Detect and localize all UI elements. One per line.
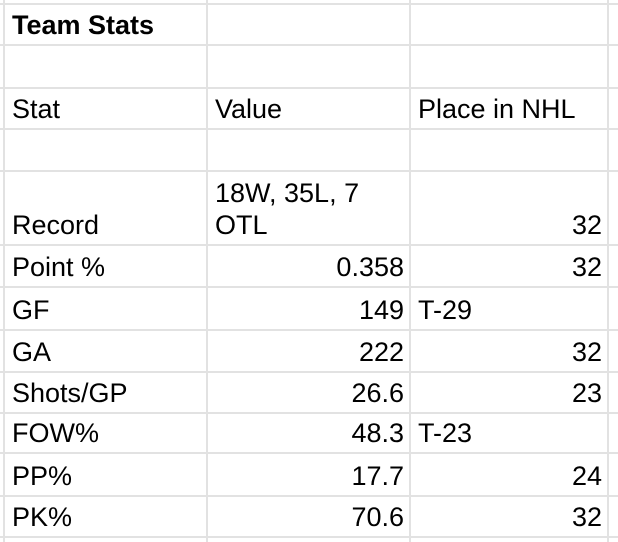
cell-fow-pct-stat[interactable]: FOW% (5, 414, 208, 454)
partial-cell (411, 538, 609, 542)
cell-pk-pct-place[interactable]: 32 (411, 497, 609, 538)
cell-ga-value[interactable]: 222 (208, 331, 411, 373)
partial-cell (0, 130, 5, 172)
empty-cell[interactable] (411, 46, 609, 89)
partial-cell (0, 246, 5, 288)
cell-record-place[interactable]: 32 (411, 172, 609, 246)
table-row-ga: GA 222 32 (0, 331, 618, 373)
cell-gf-stat[interactable]: GF (5, 288, 208, 331)
partial-cell (208, 0, 411, 5)
title-row: Team Stats (0, 5, 618, 46)
partial-cell (5, 538, 208, 542)
cell-ga-place[interactable]: 32 (411, 331, 609, 373)
partial-cell (411, 0, 609, 5)
partial-cell (609, 172, 618, 246)
header-value-cell[interactable]: Value (208, 89, 411, 130)
partial-cell (609, 0, 618, 5)
cell-pp-pct-place[interactable]: 24 (411, 454, 609, 497)
cell-shots-gp-place[interactable]: 23 (411, 373, 609, 414)
partial-cell (609, 5, 618, 46)
cell-point-pct-value[interactable]: 0.358 (208, 246, 411, 288)
partial-cell (0, 288, 5, 331)
table-row-fow-pct: FOW% 48.3 T-23 (0, 414, 618, 454)
partial-cell (609, 538, 618, 542)
partial-cell (609, 89, 618, 130)
table-row-record: Record 18W, 35L, 7 OTL 32 (0, 172, 618, 246)
empty-cell[interactable] (208, 130, 411, 172)
partial-cell (0, 5, 5, 46)
partial-cell (0, 46, 5, 89)
empty-cell[interactable] (208, 5, 411, 46)
partial-cell (5, 0, 208, 5)
header-row: Stat Value Place in NHL (0, 89, 618, 130)
cell-shots-gp-stat[interactable]: Shots/GP (5, 373, 208, 414)
partial-cell (609, 497, 618, 538)
empty-cell[interactable] (208, 46, 411, 89)
empty-cell[interactable] (5, 130, 208, 172)
empty-row (0, 46, 618, 89)
cell-shots-gp-value[interactable]: 26.6 (208, 373, 411, 414)
header-place-cell[interactable]: Place in NHL (411, 89, 609, 130)
cell-point-pct-place[interactable]: 32 (411, 246, 609, 288)
partial-cell (609, 288, 618, 331)
empty-cell[interactable] (5, 46, 208, 89)
record-value-text: 18W, 35L, 7 OTL (215, 178, 360, 240)
partial-cell (609, 373, 618, 414)
partial-cell (0, 172, 5, 246)
partial-cell (609, 454, 618, 497)
partial-cell (0, 373, 5, 414)
partial-cell (609, 414, 618, 454)
cell-ga-stat[interactable]: GA (5, 331, 208, 373)
partial-cell (0, 0, 5, 5)
cell-fow-pct-place[interactable]: T-23 (411, 414, 609, 454)
table-row-point-pct: Point % 0.358 32 (0, 246, 618, 288)
partial-cell (0, 497, 5, 538)
cell-pp-pct-value[interactable]: 17.7 (208, 454, 411, 497)
partial-cell (0, 89, 5, 130)
partial-cell (0, 331, 5, 373)
partial-cell (0, 454, 5, 497)
cell-fow-pct-value[interactable]: 48.3 (208, 414, 411, 454)
partial-row-top (0, 0, 618, 5)
cell-record-value[interactable]: 18W, 35L, 7 OTL (208, 172, 411, 246)
partial-cell (609, 130, 618, 172)
partial-cell (609, 331, 618, 373)
cell-pk-pct-stat[interactable]: PK% (5, 497, 208, 538)
cell-gf-value[interactable]: 149 (208, 288, 411, 331)
partial-cell (208, 538, 411, 542)
partial-cell (609, 246, 618, 288)
cell-pp-pct-stat[interactable]: PP% (5, 454, 208, 497)
table-row-pp-pct: PP% 17.7 24 (0, 454, 618, 497)
table-row-pk-pct: PK% 70.6 32 (0, 497, 618, 538)
cell-pk-pct-value[interactable]: 70.6 (208, 497, 411, 538)
header-stat-cell[interactable]: Stat (5, 89, 208, 130)
partial-cell (0, 538, 5, 542)
cell-point-pct-stat[interactable]: Point % (5, 246, 208, 288)
empty-cell[interactable] (411, 5, 609, 46)
partial-cell (609, 46, 618, 89)
table-row-shots-gp: Shots/GP 26.6 23 (0, 373, 618, 414)
partial-cell (0, 414, 5, 454)
table-row-gf: GF 149 T-29 (0, 288, 618, 331)
partial-row-bottom (0, 538, 618, 542)
empty-cell[interactable] (411, 130, 609, 172)
cell-record-stat[interactable]: Record (5, 172, 208, 246)
cell-gf-place[interactable]: T-29 (411, 288, 609, 331)
empty-row (0, 130, 618, 172)
sheet-title-cell[interactable]: Team Stats (5, 5, 208, 46)
